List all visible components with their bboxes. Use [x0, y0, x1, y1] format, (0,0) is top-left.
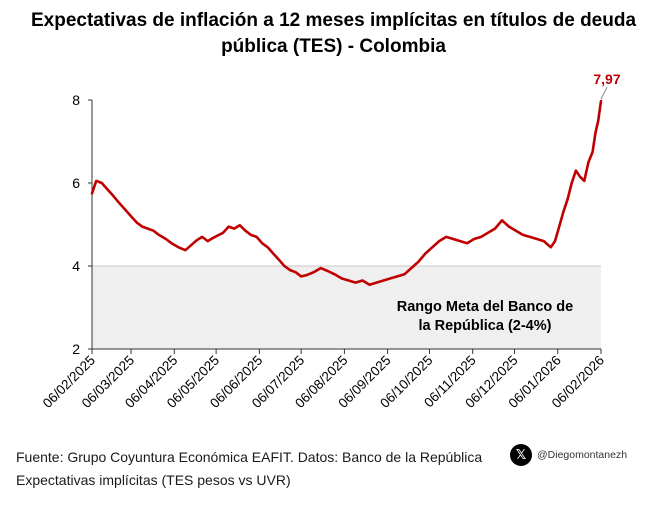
y-tick-label: 4	[72, 258, 80, 274]
social-handle: @Diegomontanezh	[537, 449, 628, 461]
y-tick-label: 6	[72, 175, 80, 191]
line-chart: Rango Meta del Banco de la República (2-4…	[40, 71, 621, 411]
chart-title: Expectativas de inflación a 12 meses imp…	[30, 10, 637, 57]
social-badge[interactable]: 𝕏 @Diegomontanezh	[510, 443, 627, 467]
last-value-label: 7,97	[593, 71, 620, 87]
footnote: Expectativas implícitas (TES pesos vs UV…	[16, 472, 291, 488]
x-logo-icon: 𝕏	[510, 444, 532, 466]
y-tick-label: 2	[72, 341, 80, 357]
band-label-line2: la República (2-4%)	[419, 318, 552, 334]
last-value-leader	[600, 87, 608, 100]
y-tick-label: 8	[72, 92, 80, 108]
expectations-series-line	[90, 99, 603, 287]
source-note: Fuente: Grupo Coyuntura Económica EAFIT.…	[16, 449, 483, 465]
band-label-line1: Rango Meta del Banco de	[397, 299, 573, 315]
